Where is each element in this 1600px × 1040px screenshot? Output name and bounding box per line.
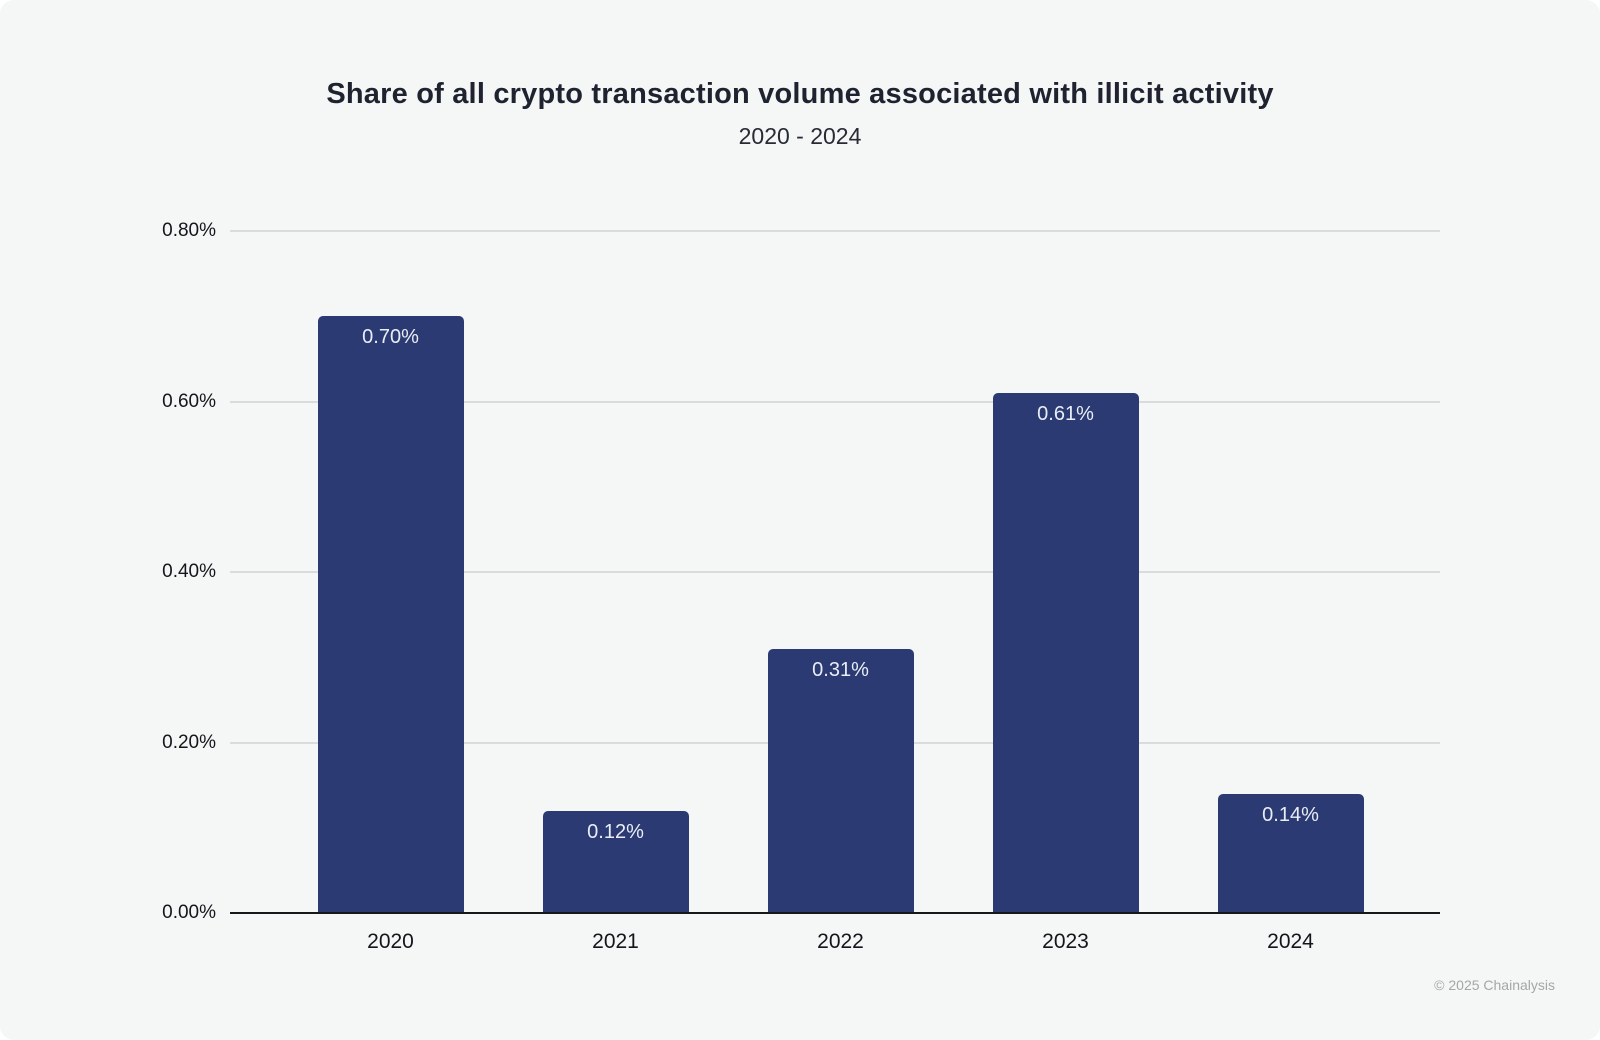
- bar-column: 0.61% 2023: [953, 231, 1178, 953]
- x-axis-tick-label: 2023: [1042, 930, 1089, 953]
- y-axis-tick-label: 0.40%: [162, 561, 216, 582]
- bar-value-label: 0.31%: [812, 658, 869, 681]
- bar-2021[interactable]: 0.12%: [542, 810, 689, 913]
- bars-container: 0.70% 2020 0.12% 2021 0.31% 2022 0.61% 2023 0.14…: [278, 231, 1403, 953]
- bar-value-label: 0.12%: [587, 820, 644, 843]
- bar-column: 0.12% 2021: [503, 231, 728, 953]
- copyright-note: © 2025 Chainalysis: [1434, 977, 1555, 993]
- bar-value-label: 0.70%: [362, 326, 419, 349]
- bar-column: 0.31% 2022: [728, 231, 953, 953]
- chart-title: Share of all crypto transaction volume a…: [326, 78, 1274, 110]
- bar-value-label: 0.14%: [1262, 803, 1319, 826]
- x-axis-tick-label: 2024: [1267, 930, 1314, 953]
- bar-2020[interactable]: 0.70%: [317, 316, 464, 913]
- bar-column: 0.14% 2024: [1178, 231, 1403, 953]
- bar-2023[interactable]: 0.61%: [992, 392, 1139, 913]
- chart-subtitle: 2020 - 2024: [738, 123, 862, 149]
- x-axis-tick-label: 2022: [817, 930, 864, 953]
- gridline: [230, 400, 1440, 403]
- gridline: [230, 571, 1440, 573]
- bar-2022[interactable]: 0.31%: [767, 648, 914, 913]
- y-axis-tick-label: 0.00%: [162, 902, 216, 923]
- x-axis-tick-label: 2020: [367, 930, 414, 953]
- y-axis-tick-label: 0.60%: [162, 390, 216, 412]
- plot-area: 0.70% 2020 0.12% 2021 0.31% 2022 0.61% 2023 0.14…: [162, 220, 1440, 953]
- bar-2024[interactable]: 0.14%: [1217, 793, 1364, 913]
- gridline: [230, 230, 1440, 232]
- x-axis-line: [230, 912, 1440, 914]
- bar-column: 0.70% 2020: [278, 231, 503, 953]
- y-axis-tick-label: 0.80%: [162, 220, 216, 241]
- x-axis-tick-label: 2021: [592, 930, 639, 953]
- bar-value-label: 0.61%: [1037, 402, 1094, 425]
- y-axis-tick-label: 0.20%: [162, 731, 216, 753]
